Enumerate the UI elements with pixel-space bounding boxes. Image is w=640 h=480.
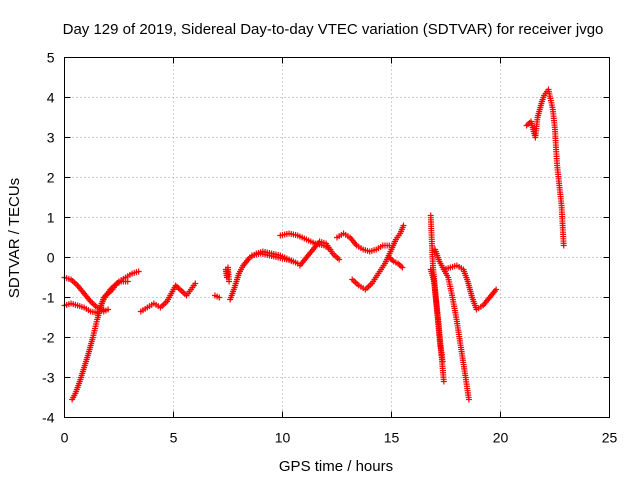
y-tick-label: 5 xyxy=(47,50,55,66)
series-arc-4 xyxy=(96,278,131,315)
data-point xyxy=(399,264,406,271)
data-point xyxy=(439,358,446,365)
series-arc-18 xyxy=(440,262,500,313)
series-arc-5 xyxy=(137,280,199,315)
series-arc-12 xyxy=(334,230,393,255)
y-tick-label: -4 xyxy=(42,410,55,426)
x-tick-label: 25 xyxy=(602,430,618,446)
data-point xyxy=(493,286,500,293)
data-point xyxy=(226,278,233,285)
series-arc-17 xyxy=(432,246,472,403)
series-arc-9 xyxy=(248,250,297,265)
y-tick-label: 1 xyxy=(47,210,55,226)
x-axis-title: GPS time / hours xyxy=(279,458,393,475)
series-arc-8 xyxy=(227,248,301,303)
x-tick-label: 10 xyxy=(275,430,291,446)
y-tick-label: 4 xyxy=(47,90,55,106)
y-axis-title: SDTVAR / TECUs xyxy=(6,178,23,298)
x-tick-label: 0 xyxy=(61,430,69,446)
data-point xyxy=(465,396,472,403)
series-arc-19 xyxy=(523,86,567,249)
data-point xyxy=(124,278,131,285)
data-point xyxy=(336,256,343,263)
data-point xyxy=(135,268,142,275)
y-tick-label: 0 xyxy=(47,250,55,266)
series-arc-6 xyxy=(211,292,223,301)
series-arc-10 xyxy=(277,230,334,253)
x-tick-label: 5 xyxy=(170,430,178,446)
data-point xyxy=(560,242,567,249)
series-arc-11 xyxy=(296,238,343,269)
data-point xyxy=(440,378,447,385)
y-tick-label: -3 xyxy=(42,370,55,386)
data-point xyxy=(290,258,297,265)
plot-frame xyxy=(64,57,610,418)
y-tick-label: -1 xyxy=(42,290,55,306)
y-tick-label: 3 xyxy=(47,130,55,146)
chart-title: Day 129 of 2019, Sidereal Day-to-day VTE… xyxy=(63,21,604,38)
points-layer xyxy=(61,86,567,403)
data-point xyxy=(192,280,199,287)
x-tick-label: 15 xyxy=(384,430,400,446)
series-arc-13 xyxy=(349,222,407,293)
data-point xyxy=(400,222,407,229)
series-arc-7 xyxy=(222,264,233,285)
series-arc-14 xyxy=(386,254,406,271)
series-arc-16 xyxy=(427,266,446,365)
y-tick-label: -2 xyxy=(42,330,55,346)
y-tick-label: 2 xyxy=(47,170,55,186)
data-point xyxy=(216,294,223,301)
x-tick-label: 20 xyxy=(493,430,509,446)
